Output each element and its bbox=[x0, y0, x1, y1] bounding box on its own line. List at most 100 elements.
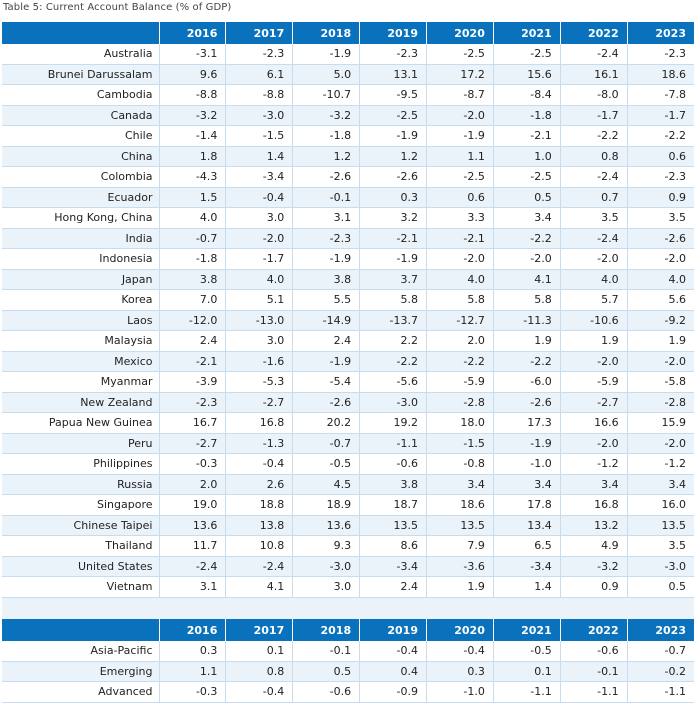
value-cell: -12.7 bbox=[426, 310, 494, 331]
row-label: Chile bbox=[2, 125, 160, 147]
value-cell: 13.8 bbox=[225, 515, 294, 536]
table-header-row: 2016 2017 2018 2019 2020 2021 2022 2023 bbox=[2, 22, 694, 44]
value-cell: -3.2 bbox=[292, 105, 361, 126]
value-cell: 17.3 bbox=[493, 412, 561, 434]
value-cell: -0.2 bbox=[627, 661, 694, 682]
value-cell: -2.1 bbox=[359, 228, 427, 249]
value-cell: 1.4 bbox=[225, 146, 294, 167]
value-cell: -2.7 bbox=[225, 392, 294, 413]
value-cell: -1.9 bbox=[493, 433, 561, 454]
value-cell: -2.0 bbox=[426, 105, 494, 126]
year-header: 2021 bbox=[493, 22, 561, 44]
year-header: 2023 bbox=[627, 619, 694, 641]
row-label: Ecuador bbox=[2, 187, 160, 208]
table-body: Australia -3.1 -2.3 -1.9 -2.3 -2.5 -2.5 -2.4 -2.… bbox=[2, 44, 694, 598]
value-cell: -0.4 bbox=[225, 453, 294, 475]
aggregate-header-row: 2016 2017 2018 2019 2020 2021 2022 2023 bbox=[2, 619, 694, 641]
value-cell: -1.9 bbox=[359, 248, 427, 270]
value-cell: 3.8 bbox=[159, 269, 227, 290]
value-cell: -0.7 bbox=[627, 641, 694, 662]
value-cell: -2.4 bbox=[225, 556, 294, 577]
value-cell: -2.4 bbox=[159, 556, 227, 577]
current-account-table: 2016 2017 2018 2019 2020 2021 2022 2023 Austral… bbox=[2, 22, 694, 598]
value-cell: -2.0 bbox=[560, 351, 628, 372]
value-cell: 4.0 bbox=[225, 269, 294, 290]
table-row: United States -2.4 -2.4 -3.0 -3.4 -3.6 -3.4 -3.… bbox=[2, 556, 694, 577]
value-cell: -1.7 bbox=[627, 105, 694, 126]
header-blank-cell bbox=[2, 22, 160, 44]
value-cell: -0.1 bbox=[292, 641, 361, 662]
value-cell: -2.4 bbox=[560, 228, 628, 249]
row-label: Indonesia bbox=[2, 248, 160, 270]
value-cell: -3.4 bbox=[359, 556, 427, 577]
value-cell: 1.9 bbox=[560, 330, 628, 352]
table-row: Indonesia -1.8 -1.7 -1.9 -1.9 -2.0 -2.0 -2.0 -2.… bbox=[2, 248, 694, 270]
row-label: Laos bbox=[2, 310, 160, 331]
value-cell: 10.8 bbox=[225, 535, 294, 557]
value-cell: -8.7 bbox=[426, 84, 494, 106]
value-cell: -1.8 bbox=[292, 125, 361, 147]
value-cell: -1.6 bbox=[225, 351, 294, 372]
value-cell: -0.4 bbox=[426, 641, 494, 662]
value-cell: -2.6 bbox=[359, 166, 427, 188]
table-row: Peru -2.7 -1.3 -0.7 -1.1 -1.5 -1.9 -2.0 -2.0 bbox=[2, 433, 694, 454]
value-cell: -1.4 bbox=[159, 125, 227, 147]
header-blank-cell bbox=[2, 619, 160, 641]
table-row: Canada -3.2 -3.0 -3.2 -2.5 -2.0 -1.8 -1.7 -1.7 bbox=[2, 105, 694, 126]
value-cell: 17.2 bbox=[426, 64, 494, 85]
value-cell: -2.3 bbox=[159, 392, 227, 413]
table-row: Hong Kong, China 4.0 3.0 3.1 3.2 3.3 3.4 3.5 3.5 bbox=[2, 207, 694, 229]
year-header: 2017 bbox=[225, 22, 294, 44]
value-cell: 2.2 bbox=[359, 330, 427, 352]
table-row: Brunei Darussalam 9.6 6.1 5.0 13.1 17.2 15.6 16… bbox=[2, 64, 694, 85]
value-cell: -9.5 bbox=[359, 84, 427, 106]
value-cell: -13.0 bbox=[225, 310, 294, 331]
value-cell: -2.0 bbox=[627, 351, 694, 372]
value-cell: -2.6 bbox=[292, 392, 361, 413]
value-cell: -8.8 bbox=[159, 84, 227, 106]
value-cell: -2.3 bbox=[627, 44, 694, 65]
value-cell: -2.1 bbox=[426, 228, 494, 249]
row-label: India bbox=[2, 228, 160, 249]
value-cell: 4.9 bbox=[560, 535, 628, 557]
row-label: Asia-Pacific bbox=[2, 641, 160, 662]
value-cell: -2.6 bbox=[292, 166, 361, 188]
row-label: Colombia bbox=[2, 166, 160, 188]
value-cell: 16.8 bbox=[560, 494, 628, 516]
value-cell: 13.1 bbox=[359, 64, 427, 85]
table-row: India -0.7 -2.0 -2.3 -2.1 -2.1 -2.2 -2.4 -2.6 bbox=[2, 228, 694, 249]
value-cell: 1.4 bbox=[493, 576, 561, 598]
year-header: 2019 bbox=[359, 619, 427, 641]
table-row: Myanmar -3.9 -5.3 -5.4 -5.6 -5.9 -6.0 -5.9 -5.8 bbox=[2, 371, 694, 393]
value-cell: -2.1 bbox=[493, 125, 561, 147]
value-cell: 18.0 bbox=[426, 412, 494, 434]
row-label: Vietnam bbox=[2, 576, 160, 598]
value-cell: -5.8 bbox=[627, 371, 694, 393]
value-cell: -3.0 bbox=[292, 556, 361, 577]
value-cell: 5.8 bbox=[493, 289, 561, 311]
table-row: Chile -1.4 -1.5 -1.8 -1.9 -1.9 -2.1 -2.2 -2.2 bbox=[2, 125, 694, 147]
value-cell: 3.5 bbox=[627, 207, 694, 229]
value-cell: -0.6 bbox=[292, 681, 361, 703]
value-cell: 0.3 bbox=[159, 641, 227, 662]
value-cell: 18.9 bbox=[292, 494, 361, 516]
value-cell: 5.1 bbox=[225, 289, 294, 311]
value-cell: 0.3 bbox=[359, 187, 427, 208]
table-caption: Table 5: Current Account Balance (% of G… bbox=[3, 2, 232, 13]
value-cell: -14.9 bbox=[292, 310, 361, 331]
value-cell: -1.9 bbox=[292, 351, 361, 372]
value-cell: 0.9 bbox=[560, 576, 628, 598]
year-header: 2018 bbox=[292, 619, 361, 641]
table-row: Advanced -0.3 -0.4 -0.6 -0.9 -1.0 -1.1 -1.1 -1.1 bbox=[2, 681, 694, 703]
value-cell: 4.0 bbox=[560, 269, 628, 290]
row-label: Emerging bbox=[2, 661, 160, 682]
value-cell: -2.4 bbox=[560, 166, 628, 188]
row-label: Singapore bbox=[2, 494, 160, 516]
year-header: 2021 bbox=[493, 619, 561, 641]
value-cell: -1.5 bbox=[426, 433, 494, 454]
value-cell: -1.8 bbox=[493, 105, 561, 126]
value-cell: 3.4 bbox=[493, 207, 561, 229]
value-cell: -1.9 bbox=[292, 248, 361, 270]
value-cell: -6.0 bbox=[493, 371, 561, 393]
value-cell: 2.4 bbox=[292, 330, 361, 352]
